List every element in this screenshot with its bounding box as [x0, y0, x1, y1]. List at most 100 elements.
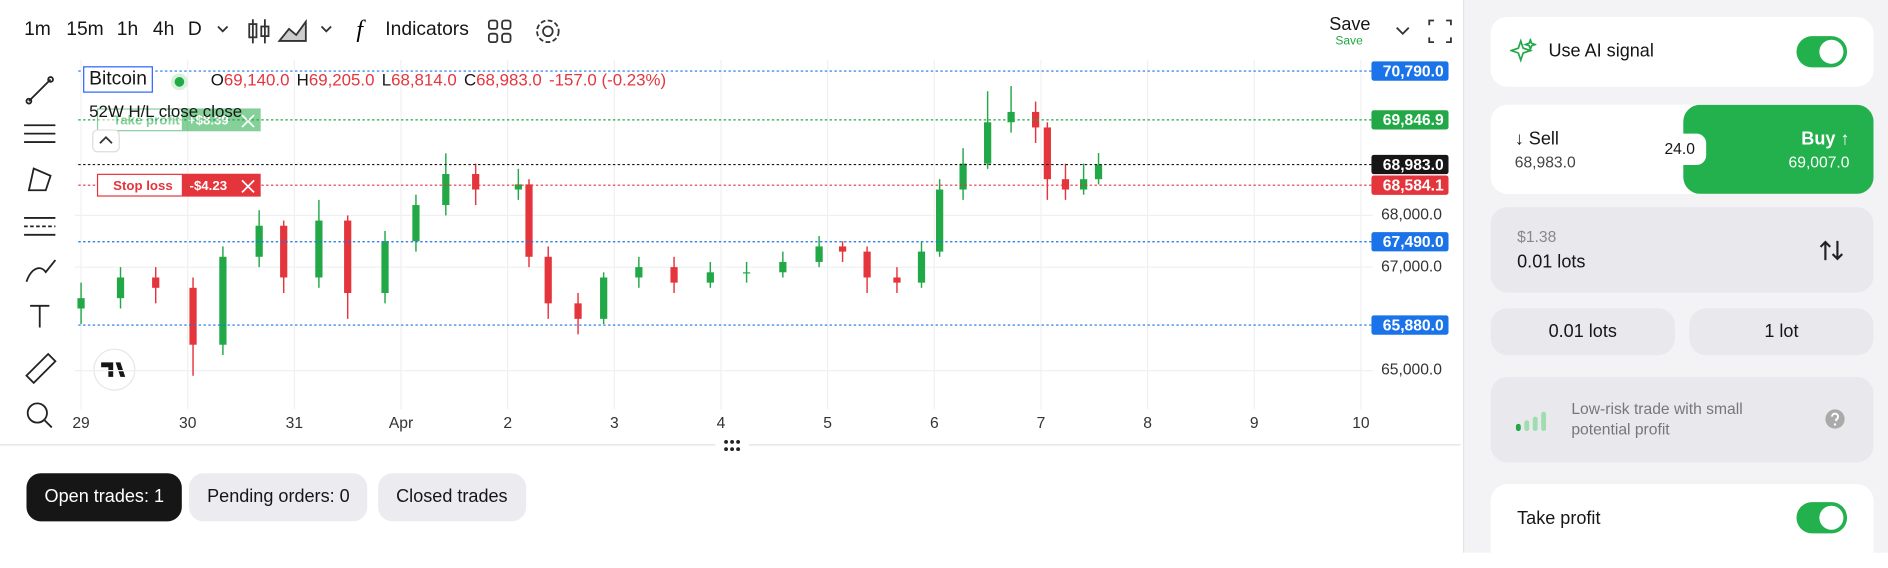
risk-icon [1515, 411, 1547, 432]
legend-change: -157.0 (-0.23%) [548, 69, 667, 90]
legend-key: C [463, 69, 477, 90]
order-tag[interactable]: Take profit +$8.39 [96, 108, 261, 132]
sell-price: 68,983.0 [1514, 152, 1576, 171]
candle-body [442, 174, 450, 206]
order-tag-pnl-bg [181, 109, 236, 131]
x-tick-label: 5 [823, 415, 832, 432]
sell-button[interactable]: ↓ Sell [1514, 128, 1559, 150]
order-tag-pnl: -$4.23 [190, 178, 228, 193]
price-label: 69,846.9 [1383, 112, 1444, 129]
candle-body [1080, 179, 1088, 190]
status-dot [170, 73, 188, 91]
interval[interactable]: D [187, 19, 202, 40]
candle-body [670, 267, 678, 283]
ohlc-legend: O69,140.0 H69,205.0 L68,814.0 C68,983.0 -157… [211, 70, 666, 89]
price-label-bg [1371, 315, 1449, 335]
preset[interactable]: 0.01 lots [1490, 308, 1675, 356]
logo[interactable] [93, 348, 136, 391]
interval[interactable]: 1m [24, 19, 51, 40]
x-tick-label: 29 [72, 415, 89, 432]
collapse[interactable] [92, 129, 121, 153]
interval[interactable]: 4h [152, 19, 175, 40]
candle-body [1032, 111, 1040, 128]
order-tag-label: Stop loss [113, 178, 173, 193]
candle-body [959, 163, 967, 190]
order-tag-label: Take profit [113, 113, 180, 128]
save-button[interactable]: Save [1329, 14, 1371, 35]
toolbar-icons[interactable]: f [212, 12, 573, 51]
buy-button[interactable] [1683, 104, 1874, 194]
legend-value: 69,140.0 [223, 69, 290, 90]
drawing-tools[interactable] [24, 76, 57, 429]
candle-body [255, 225, 263, 257]
amount-cost: $1.38 [1517, 227, 1557, 246]
x-tick-label: Apr [389, 415, 413, 432]
x-tick-label: 8 [1143, 415, 1152, 432]
trade-card: ↓ Sell 68,983.0 Buy ↑ 69,007.0 24.0 [1490, 104, 1874, 194]
take-profit-card: Take profit [1490, 484, 1874, 568]
order-tag[interactable]: Stop loss -$4.23 [96, 173, 261, 197]
candle-body [1094, 164, 1103, 180]
tab[interactable]: Open trades: 1 [26, 473, 183, 522]
order-tag-close [235, 109, 261, 131]
interval[interactable]: 1h [116, 19, 139, 40]
x-tick-label: 4 [717, 415, 726, 432]
order-tag-close-icon [241, 114, 255, 128]
ai-toggle[interactable] [1796, 36, 1848, 68]
order-tag-pnl-bg [181, 174, 236, 197]
price-label-bg [1371, 61, 1449, 81]
candle-body [1043, 127, 1051, 180]
interval[interactable]: 15m [66, 19, 104, 40]
price-label: 68,983.0 [1383, 157, 1444, 174]
spread: 24.0 [1653, 133, 1707, 165]
candle-body [77, 298, 85, 309]
x-tick-label: 2 [503, 415, 512, 432]
candle-body [815, 246, 823, 262]
y-tick-label: 65,000.0 [1381, 362, 1442, 379]
price-label: 67,490.0 [1383, 234, 1444, 251]
candle-body [936, 189, 944, 252]
x-tick-label: 31 [286, 415, 303, 432]
tab[interactable]: Pending orders: 0 [189, 473, 368, 522]
tab[interactable]: Closed trades [378, 473, 526, 522]
amount-card[interactable]: $1.38 0.01 lots [1490, 207, 1874, 293]
symbol[interactable]: Bitcoin [83, 66, 153, 93]
help-icon[interactable] [1824, 408, 1846, 430]
amount-lots: 0.01 lots [1517, 251, 1586, 273]
candle-body [472, 174, 480, 190]
candle-body [635, 267, 643, 278]
price-label-bg [1371, 154, 1449, 175]
candle-body [917, 251, 926, 283]
preset[interactable]: 1 lot [1689, 308, 1874, 356]
indicators-button[interactable]: Indicators [385, 19, 469, 40]
candle-body [344, 220, 352, 293]
risk-card: Low-risk trade with small potential prof… [1490, 376, 1874, 463]
price-label-bg [1371, 110, 1449, 130]
chart: 29 30 31 Apr 2 3 4 5 6 7 8 9 10 65,000.0 67,000.0 68,00… [0, 60, 1461, 446]
candle-body [779, 261, 787, 273]
buy-label: Buy [1801, 128, 1836, 150]
candle-body [1061, 179, 1070, 190]
price-label: 65,880.0 [1383, 317, 1444, 334]
ai-label: Use AI signal [1548, 40, 1654, 62]
candle-body [315, 220, 323, 278]
candle-body [893, 277, 901, 283]
legend-key: L [381, 69, 392, 90]
swap-icon[interactable] [1818, 238, 1844, 262]
sell-label: Sell [1528, 128, 1559, 150]
candle-body [412, 205, 420, 242]
x-tick-label: 6 [930, 415, 939, 432]
order-tag-pnl: +$8.39 [188, 113, 229, 128]
x-tick-label: 9 [1250, 415, 1259, 432]
candle-body [381, 241, 389, 293]
resize-handle[interactable] [715, 435, 749, 456]
logo-mark [101, 362, 126, 377]
window-controls[interactable] [1391, 14, 1457, 48]
legend-key: O [210, 69, 224, 90]
save-status: Save [1335, 34, 1363, 49]
ai-card: Use AI signal [1490, 16, 1874, 87]
take-profit-toggle[interactable] [1796, 502, 1848, 534]
x-tick-label: 3 [610, 415, 619, 432]
candle-body [600, 277, 608, 319]
order-panel: Use AI signal ↓ Sell 68,983.0 Buy ↑ 69,0… [1462, 0, 1888, 568]
